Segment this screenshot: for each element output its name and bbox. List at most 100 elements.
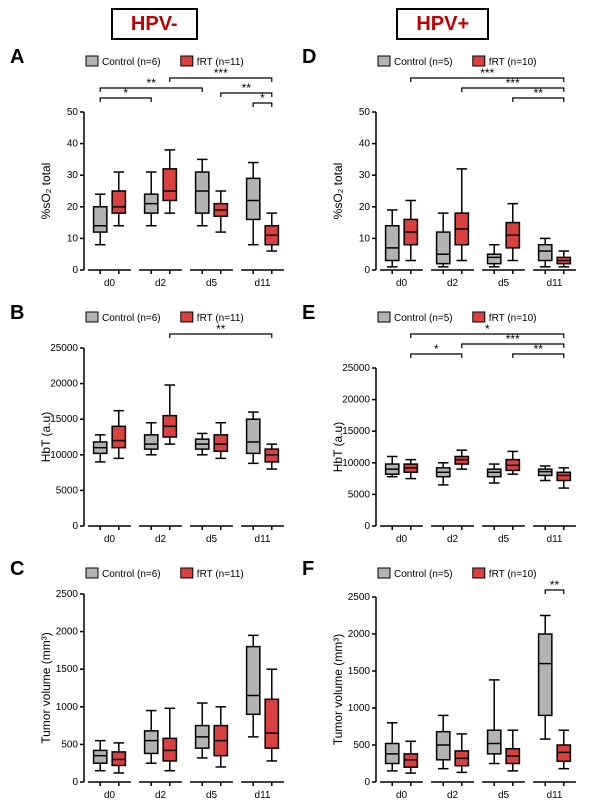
svg-text:*: * xyxy=(434,342,439,356)
svg-text:15000: 15000 xyxy=(50,414,78,425)
svg-text:%sO₂ total: %sO₂ total xyxy=(39,163,53,220)
hpv-neg-label: HPV- xyxy=(111,8,198,40)
svg-text:5000: 5000 xyxy=(348,489,371,500)
svg-text:HbT (a.u): HbT (a.u) xyxy=(39,412,53,462)
svg-text:d2: d2 xyxy=(155,278,167,289)
svg-text:d11: d11 xyxy=(547,790,563,801)
svg-text:d0: d0 xyxy=(104,534,116,545)
svg-text:50: 50 xyxy=(359,107,371,118)
svg-text:Control (n=5): Control (n=5) xyxy=(394,569,453,580)
svg-text:10000: 10000 xyxy=(50,450,78,461)
svg-text:2000: 2000 xyxy=(348,629,371,640)
svg-text:d5: d5 xyxy=(498,790,510,801)
svg-text:***: *** xyxy=(480,66,494,80)
svg-text:20000: 20000 xyxy=(342,395,370,406)
svg-text:d11: d11 xyxy=(255,534,271,545)
left-col-header: HPV- xyxy=(24,8,284,40)
svg-text:d2: d2 xyxy=(155,534,167,545)
svg-text:**: ** xyxy=(242,81,252,95)
svg-text:1000: 1000 xyxy=(56,702,79,713)
svg-text:15000: 15000 xyxy=(342,426,370,437)
svg-text:1500: 1500 xyxy=(56,664,79,675)
svg-text:30: 30 xyxy=(359,170,371,181)
svg-text:1500: 1500 xyxy=(348,666,371,677)
panel-letter-D: D xyxy=(302,46,322,296)
svg-text:20: 20 xyxy=(67,202,79,213)
svg-text:10: 10 xyxy=(67,233,79,244)
svg-text:d5: d5 xyxy=(206,790,218,801)
svg-text:10000: 10000 xyxy=(342,458,370,469)
column-headers: HPV- HPV+ xyxy=(10,8,587,40)
panel-letter-C: C xyxy=(10,558,30,808)
svg-text:fRT (n=11): fRT (n=11) xyxy=(197,569,244,580)
svg-text:Control (n=5): Control (n=5) xyxy=(394,57,453,68)
chart-A: 01020304050d0d2d5d11%sO₂ totalControl (n… xyxy=(36,46,296,296)
chart-D: 0 10 20 30 40 50 d0 d2 d5 d11 %sO₂ total Control (n… xyxy=(328,46,588,296)
svg-text:20: 20 xyxy=(359,202,371,213)
svg-text:40: 40 xyxy=(67,139,79,150)
svg-text:0: 0 xyxy=(72,777,78,788)
svg-text:10: 10 xyxy=(359,233,371,244)
svg-text:**: ** xyxy=(534,86,544,100)
svg-text:**: ** xyxy=(550,578,560,592)
svg-text:d5: d5 xyxy=(498,278,510,289)
chart-grid: A 0 10 20 30 40 50 d0 d2 d5 d11 %sO₂ total Control … xyxy=(10,46,587,808)
svg-text:d5: d5 xyxy=(206,534,218,545)
svg-text:**: ** xyxy=(216,322,226,336)
svg-text:fRT (n=10): fRT (n=10) xyxy=(489,569,537,580)
svg-text:0: 0 xyxy=(364,521,370,532)
svg-text:***: *** xyxy=(506,332,520,346)
svg-text:**: ** xyxy=(147,76,157,90)
page: HPV- HPV+ A 0 10 20 30 40 50 d0 d2 d5 d11 %sO₂ tot… xyxy=(0,0,597,804)
chart-E: 0 5000 10000 15000 20000 25000 d0 d2 d5 d11 HbT (a… xyxy=(328,302,588,552)
svg-text:2500: 2500 xyxy=(348,592,371,603)
svg-text:d0: d0 xyxy=(396,790,408,801)
svg-text:0: 0 xyxy=(364,777,370,788)
svg-text:d2: d2 xyxy=(447,278,459,289)
panel-letter-A: A xyxy=(10,46,30,296)
svg-text:25000: 25000 xyxy=(50,343,78,354)
svg-text:40: 40 xyxy=(359,139,371,150)
svg-text:0: 0 xyxy=(72,265,78,276)
svg-text:***: *** xyxy=(214,66,228,80)
hpv-pos-label: HPV+ xyxy=(396,8,489,40)
svg-text:d11: d11 xyxy=(255,278,271,289)
svg-text:d0: d0 xyxy=(396,534,408,545)
panel-letter-F: F xyxy=(302,558,322,808)
svg-text:d0: d0 xyxy=(104,790,116,801)
svg-text:2500: 2500 xyxy=(56,589,79,600)
svg-text:d11: d11 xyxy=(547,534,563,545)
svg-text:%sO₂ total: %sO₂ total xyxy=(331,163,345,220)
svg-text:HbT (a.u): HbT (a.u) xyxy=(331,422,345,472)
svg-text:d2: d2 xyxy=(447,790,459,801)
svg-text:*: * xyxy=(485,322,490,336)
svg-text:d11: d11 xyxy=(255,790,271,801)
svg-text:30: 30 xyxy=(67,170,79,181)
svg-text:fRT (n=10): fRT (n=10) xyxy=(489,313,537,324)
svg-text:Tumor volume (mm³): Tumor volume (mm³) xyxy=(331,634,345,746)
svg-text:Control (n=5): Control (n=5) xyxy=(394,313,453,324)
chart-F: 0 500 1000 1500 2000 2500 d0 d2 d5 d11 Tumor volum… xyxy=(328,558,588,808)
chart-C: 05001000150020002500d0d2d5d11Tumor volum… xyxy=(36,558,296,808)
svg-text:1000: 1000 xyxy=(348,703,371,714)
svg-text:500: 500 xyxy=(353,740,370,751)
right-col-header: HPV+ xyxy=(313,8,573,40)
svg-text:*: * xyxy=(260,91,265,105)
svg-text:d5: d5 xyxy=(498,534,510,545)
svg-text:2000: 2000 xyxy=(56,627,79,638)
svg-text:d11: d11 xyxy=(547,278,563,289)
svg-text:5000: 5000 xyxy=(56,485,79,496)
svg-text:20000: 20000 xyxy=(50,379,78,390)
svg-text:d0: d0 xyxy=(396,278,408,289)
svg-text:50: 50 xyxy=(67,107,79,118)
svg-text:**: ** xyxy=(534,342,544,356)
svg-text:Control (n=6): Control (n=6) xyxy=(102,57,161,68)
svg-text:d0: d0 xyxy=(104,278,116,289)
svg-text:***: *** xyxy=(506,76,520,90)
svg-text:0: 0 xyxy=(364,265,370,276)
svg-text:d2: d2 xyxy=(447,534,459,545)
panel-letter-B: B xyxy=(10,302,30,552)
svg-text:25000: 25000 xyxy=(342,363,370,374)
svg-text:Tumor volume (mm³): Tumor volume (mm³) xyxy=(39,632,53,744)
svg-text:Control (n=6): Control (n=6) xyxy=(102,313,161,324)
